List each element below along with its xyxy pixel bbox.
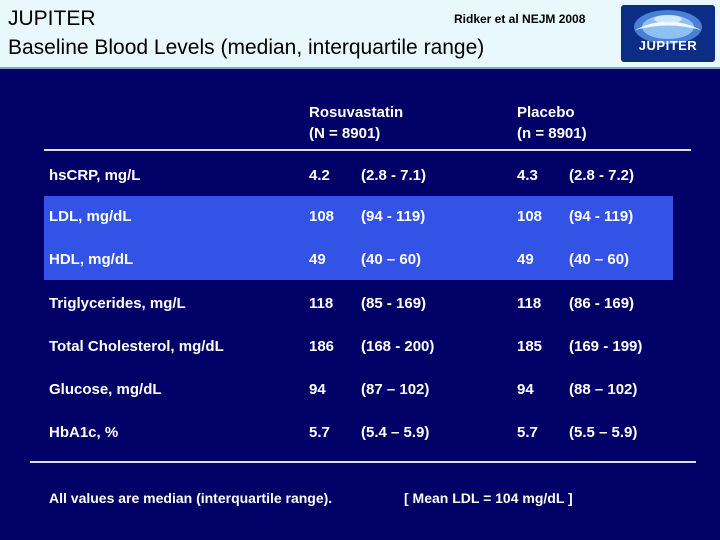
table-bottom-rule (30, 461, 696, 463)
rosuvastatin-median: 5.7 (309, 424, 330, 441)
column-header-placebo-n: (n = 8901) (517, 125, 587, 142)
placebo-iqr: (169 - 199) (569, 338, 643, 355)
column-header-rosuvastatin-name: Rosuvastatin (309, 104, 404, 121)
ldl-hdl-highlight (44, 196, 673, 280)
rosuvastatin-iqr: (5.4 – 5.9) (361, 424, 430, 441)
row-label: HbA1c, % (49, 424, 119, 441)
placebo-median: 49 (517, 251, 534, 268)
placebo-median: 4.3 (517, 167, 538, 184)
rosuvastatin-iqr: (2.8 - 7.1) (361, 167, 427, 184)
table-row: LDL, mg/dL 108 (94 - 119) 108 (94 - 119) (0, 208, 720, 228)
rosuvastatin-median: 49 (309, 251, 326, 268)
placebo-median: 94 (517, 381, 534, 398)
column-header-placebo: Placebo (n = 8901) (517, 102, 587, 144)
placebo-iqr: (94 - 119) (569, 208, 634, 225)
table-row: HDL, mg/dL 49 (40 – 60) 49 (40 – 60) (0, 251, 720, 271)
placebo-median: 118 (517, 295, 542, 312)
table-row: hsCRP, mg/L 4.2 (2.8 - 7.1) 4.3 (2.8 - 7… (0, 167, 720, 187)
placebo-iqr: (86 - 169) (569, 295, 635, 312)
row-label: Total Cholesterol, mg/dL (49, 338, 224, 355)
row-label: Triglycerides, mg/L (49, 295, 186, 312)
rosuvastatin-iqr: (85 - 169) (361, 295, 427, 312)
row-label: Glucose, mg/dL (49, 381, 162, 398)
placebo-iqr: (5.5 – 5.9) (569, 424, 638, 441)
placebo-median: 185 (517, 338, 543, 355)
table-row: Total Cholesterol, mg/dL 186 (168 - 200)… (0, 338, 720, 358)
table-row: HbA1c, % 5.7 (5.4 – 5.9) 5.7 (5.5 – 5.9) (0, 424, 720, 444)
rosuvastatin-median: 186 (309, 338, 335, 355)
rosuvastatin-iqr: (94 - 119) (361, 208, 426, 225)
column-header-rosuvastatin-n: (N = 8901) (309, 125, 381, 142)
footer-note: All values are median (interquartile ran… (49, 490, 333, 506)
rosuvastatin-iqr: (168 - 200) (361, 338, 435, 355)
slide-title: JUPITER (8, 7, 96, 30)
column-header-rosuvastatin: Rosuvastatin (N = 8901) (309, 102, 403, 144)
table-row: Glucose, mg/dL 94 (87 – 102) 94 (88 – 10… (0, 381, 720, 401)
rosuvastatin-iqr: (87 – 102) (361, 381, 430, 398)
row-label: HDL, mg/dL (49, 251, 134, 268)
column-header-placebo-name: Placebo (517, 104, 575, 121)
placebo-iqr: (88 – 102) (569, 381, 638, 398)
table-top-rule (44, 149, 691, 151)
placebo-iqr: (2.8 - 7.2) (569, 167, 635, 184)
slide-subtitle: Baseline Blood Levels (median, interquar… (8, 36, 485, 59)
placebo-median: 108 (517, 208, 543, 225)
row-label: hsCRP, mg/L (49, 167, 141, 184)
citation: Ridker et al NEJM 2008 (454, 12, 586, 26)
rosuvastatin-median: 118 (309, 295, 334, 312)
rosuvastatin-median: 4.2 (309, 167, 330, 184)
rosuvastatin-median: 94 (309, 381, 326, 398)
placebo-median: 5.7 (517, 424, 538, 441)
jupiter-logo: JUPITER (621, 5, 715, 62)
logo-text: JUPITER (638, 38, 698, 53)
logo-swoosh-icon (634, 10, 702, 44)
placebo-iqr: (40 – 60) (569, 251, 630, 268)
row-label: LDL, mg/dL (49, 208, 132, 225)
mean-ldl-note: [ Mean LDL = 104 mg/dL ] (404, 490, 573, 506)
rosuvastatin-iqr: (40 – 60) (361, 251, 422, 268)
table-row: Triglycerides, mg/L 118 (85 - 169) 118 (… (0, 295, 720, 315)
rosuvastatin-median: 108 (309, 208, 335, 225)
slide-header: JUPITER Baseline Blood Levels (median, i… (0, 0, 720, 69)
